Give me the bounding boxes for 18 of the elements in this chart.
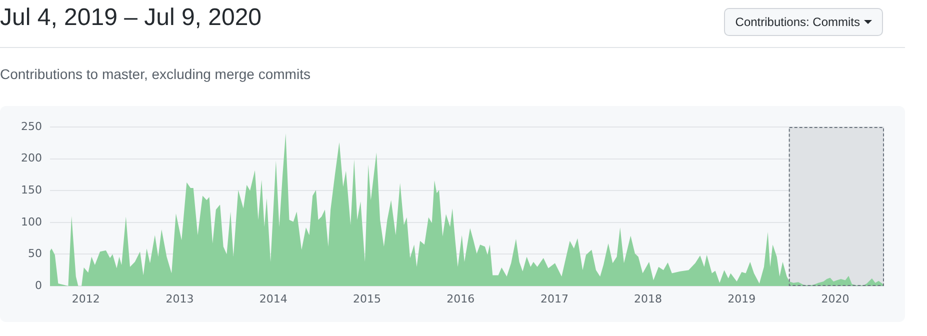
x-tick-label: 2014 <box>259 292 288 306</box>
y-tick-label: 50 <box>28 247 42 260</box>
x-tick-label: 2020 <box>821 292 850 306</box>
y-tick-label: 150 <box>21 183 42 196</box>
x-tick-label: 2013 <box>166 292 194 306</box>
chart-title: Jul 4, 2019 – Jul 9, 2020 <box>0 4 262 32</box>
x-tick-label: 2015 <box>352 292 381 306</box>
chart-subtitle: Contributions to master, excluding merge commits <box>0 66 310 82</box>
x-tick-label: 2017 <box>540 292 568 306</box>
x-tick-label: 2018 <box>634 292 662 306</box>
y-tick-label: 250 <box>21 120 42 133</box>
y-tick-label: 0 <box>35 278 42 292</box>
y-tick-label: 100 <box>21 215 42 228</box>
x-tick-label: 2012 <box>72 292 100 306</box>
y-tick-label: 200 <box>21 152 42 165</box>
x-tick-label: 2019 <box>728 292 756 306</box>
text: Contributions: Commits <box>735 14 860 31</box>
x-tick-label: 2016 <box>446 292 475 306</box>
